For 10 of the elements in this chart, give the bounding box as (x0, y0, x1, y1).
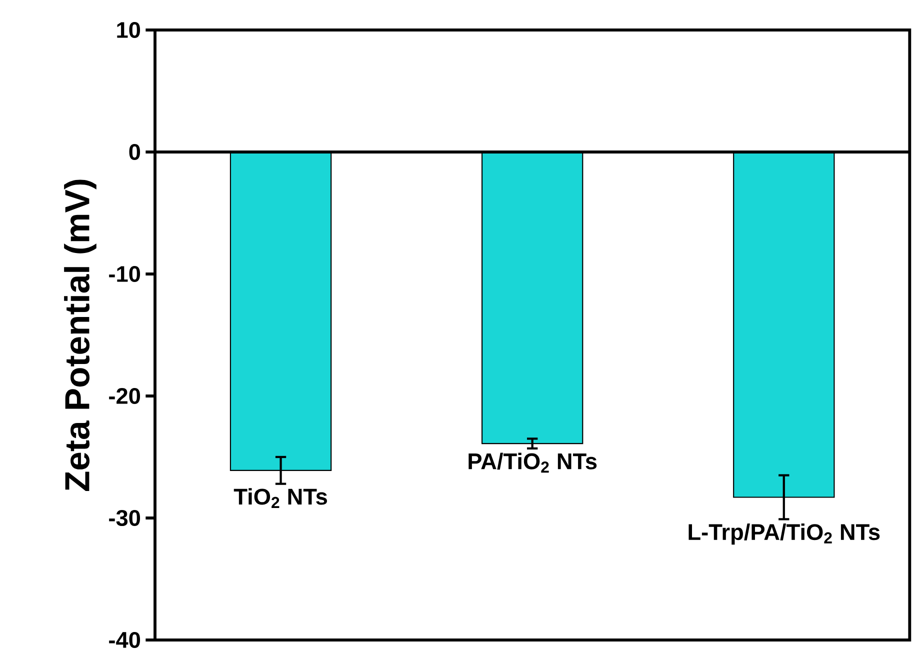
y-tick-label: -40 (109, 632, 140, 648)
y-tick-label: -20 (109, 388, 140, 404)
y-tick-label: 0 (129, 144, 140, 160)
x-tick-label: TiO$_{2}$ NTs (234, 488, 327, 508)
y-tick-label: -10 (109, 266, 140, 282)
x-tick-label: PA/TiO$_{2}$ NTs (468, 452, 597, 473)
x-tick-label: L-Trp/PA/TiO$_{2}$ NTs (688, 523, 880, 545)
y-axis-title: Zeta Potential (mV) (64, 180, 96, 491)
y-tick-label: 10 (117, 22, 140, 38)
y-tick-label: -30 (109, 510, 140, 526)
